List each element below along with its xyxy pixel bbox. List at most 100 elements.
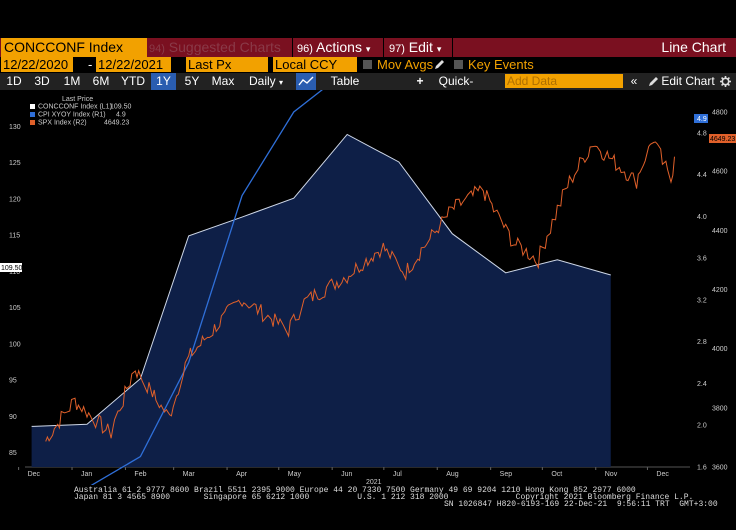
left-axis-tick: 130 — [9, 124, 21, 131]
cpi-axis-tick: 2.0 — [697, 423, 707, 430]
quick-add-dropdown[interactable]: Quick-Add ▾ — [428, 73, 484, 105]
legend-value-conccconf: 109.50 — [110, 104, 132, 111]
title-bar — [0, 38, 736, 57]
x-axis-tick-label: Nov — [605, 471, 618, 478]
price-field-selector[interactable]: Last Px — [186, 57, 268, 72]
x-axis-tick-label: Dec — [28, 471, 41, 478]
range-1d-button[interactable]: 1D — [6, 74, 22, 88]
cpi-axis-tick: 4.8 — [697, 130, 707, 137]
price-chart[interactable]: 85 90 95 100 105 110 115 120 125 130 1.6 2.0 2.4 2.8… — [0, 90, 736, 485]
legend-swatch-cpi — [30, 112, 35, 117]
mov-avgs-checkbox[interactable] — [363, 60, 372, 69]
legend-header: Last Price — [62, 96, 93, 103]
x-axis-tick-label: Jun — [341, 471, 352, 478]
edit-number: 97) — [389, 43, 405, 55]
suggested-charts-label: Suggested Charts — [168, 39, 281, 55]
key-events-label: Key Events — [468, 57, 534, 72]
spx-axis-tick: 3600 — [712, 465, 728, 472]
cpi-right-axis: 1.6 2.0 2.4 2.8 3.2 3.6 4.0 4.4 4.8 — [697, 130, 707, 471]
collapse-double-chevron-icon[interactable]: « — [630, 74, 638, 88]
edit-chart-button[interactable]: Edit Chart — [661, 74, 715, 88]
legend-name-cpi: CPI XYOY Index (R1) — [38, 112, 106, 119]
cpi-last-value-tag — [694, 114, 708, 123]
edit-label: Edit — [408, 39, 433, 55]
cpi-line — [90, 90, 323, 485]
range-1y-button[interactable]: 1Y — [151, 73, 176, 90]
actions-chevron-down-icon: ▾ — [365, 44, 371, 54]
x-axis-tick-label: Oct — [551, 471, 562, 478]
menu-divider — [292, 38, 293, 57]
x-axis-tick-label: Apr — [236, 471, 248, 478]
suggested-charts-number: 94) — [149, 43, 165, 55]
pencil-icon[interactable] — [434, 59, 444, 70]
cpi-axis-tick: 2.4 — [697, 381, 707, 388]
actions-number: 96) — [297, 43, 313, 55]
left-axis-tick: 85 — [9, 450, 17, 457]
x-axis-tick-label: Mar — [183, 471, 196, 478]
currency-selector[interactable]: Local CCY — [273, 57, 357, 72]
menu-divider — [452, 38, 453, 57]
x-axis-tick-label: Aug — [446, 471, 459, 478]
left-axis-tick: 105 — [9, 305, 21, 312]
start-date-field[interactable]: 12/22/2020 — [1, 57, 73, 72]
suggested-charts-menu[interactable]: 94) Suggested Charts — [149, 38, 281, 57]
spx-axis-tick: 4400 — [712, 228, 728, 235]
spx-line — [45, 141, 675, 442]
gear-icon[interactable] — [720, 76, 731, 87]
frequency-dropdown[interactable]: Daily ▾ — [243, 73, 289, 90]
spx-right-axis: 3600 3800 4000 4200 4400 4600 4800 — [712, 110, 728, 472]
left-axis-tick: 120 — [9, 196, 21, 203]
x-axis-tick-label: Sep — [500, 471, 513, 478]
legend-swatch-spx — [30, 120, 35, 125]
x-axis-year-label: 2021 — [366, 479, 382, 485]
x-axis-tick-label: Feb — [134, 471, 146, 478]
left-axis-tick: 100 — [9, 341, 21, 348]
cpi-axis-tick: 4.0 — [697, 214, 707, 221]
left-axis: 85 90 95 100 105 110 115 120 125 130 — [9, 124, 21, 457]
spx-axis-tick: 4000 — [712, 346, 728, 353]
legend: Last Price CONCCONF Index (L1) 109.50 CP… — [30, 96, 132, 127]
conccconf-area — [31, 134, 611, 468]
last-value-tags: 109.50 4.9 4649.23 — [0, 114, 736, 272]
x-axis-tick-label: Dec — [656, 471, 669, 478]
left-axis-tick: 125 — [9, 160, 21, 167]
table-button[interactable]: Table — [330, 74, 360, 88]
cpi-axis-tick: 4.4 — [697, 172, 707, 179]
edit-menu[interactable]: 97) Edit ▾ — [389, 38, 441, 57]
edit-chart-pencil-icon — [649, 77, 658, 86]
footer-contacts-line2: Japan 81 3 4565 8900 Singapore 65 6212 1… — [74, 493, 694, 502]
range-3d-button[interactable]: 3D — [34, 74, 50, 88]
cpi-axis-tick: 1.6 — [697, 465, 707, 472]
range-1m-button[interactable]: 1M — [63, 74, 81, 88]
actions-menu[interactable]: 96) Actions ▾ — [297, 38, 370, 57]
range-ytd-button[interactable]: YTD — [121, 74, 145, 88]
left-axis-tick: 95 — [9, 378, 17, 385]
spx-last-value: 4649.23 — [710, 136, 735, 143]
actions-label: Actions — [316, 39, 362, 55]
range-max-button[interactable]: Max — [211, 74, 235, 88]
legend-swatch-conccconf — [30, 104, 35, 109]
range-5y-button[interactable]: 5Y — [184, 74, 200, 88]
chart-type-title: Line Chart — [661, 39, 726, 55]
frequency-label: Daily — [248, 74, 276, 88]
cpi-axis-tick: 3.2 — [697, 297, 707, 304]
add-data-input[interactable]: Add Data — [505, 74, 623, 88]
conccconf-last-value: 109.50 — [1, 265, 23, 272]
line-chart-icon[interactable] — [296, 73, 316, 90]
plus-icon[interactable]: + — [416, 74, 424, 88]
spx-axis-tick: 3800 — [712, 405, 728, 412]
spx-last-value-tag — [709, 134, 736, 143]
x-axis-tick-label: May — [288, 471, 302, 478]
conccconf-last-value-tag — [0, 263, 22, 272]
x-axis-tick-label: Jan — [81, 471, 92, 478]
spx-axis-tick: 4800 — [712, 110, 728, 117]
security-ticker-field[interactable]: CONCCONF Index — [1, 38, 147, 57]
end-date-field[interactable]: 12/22/2021 — [96, 57, 171, 72]
legend-value-cpi: 4.9 — [116, 112, 126, 119]
left-axis-tick: 110 — [9, 269, 20, 276]
range-6m-button[interactable]: 6M — [92, 74, 110, 88]
legend-value-spx: 4649.23 — [104, 120, 129, 127]
cpi-axis-tick: 3.6 — [697, 256, 707, 263]
key-events-checkbox[interactable] — [454, 60, 463, 69]
frequency-chevron-down-icon: ▾ — [279, 78, 284, 87]
